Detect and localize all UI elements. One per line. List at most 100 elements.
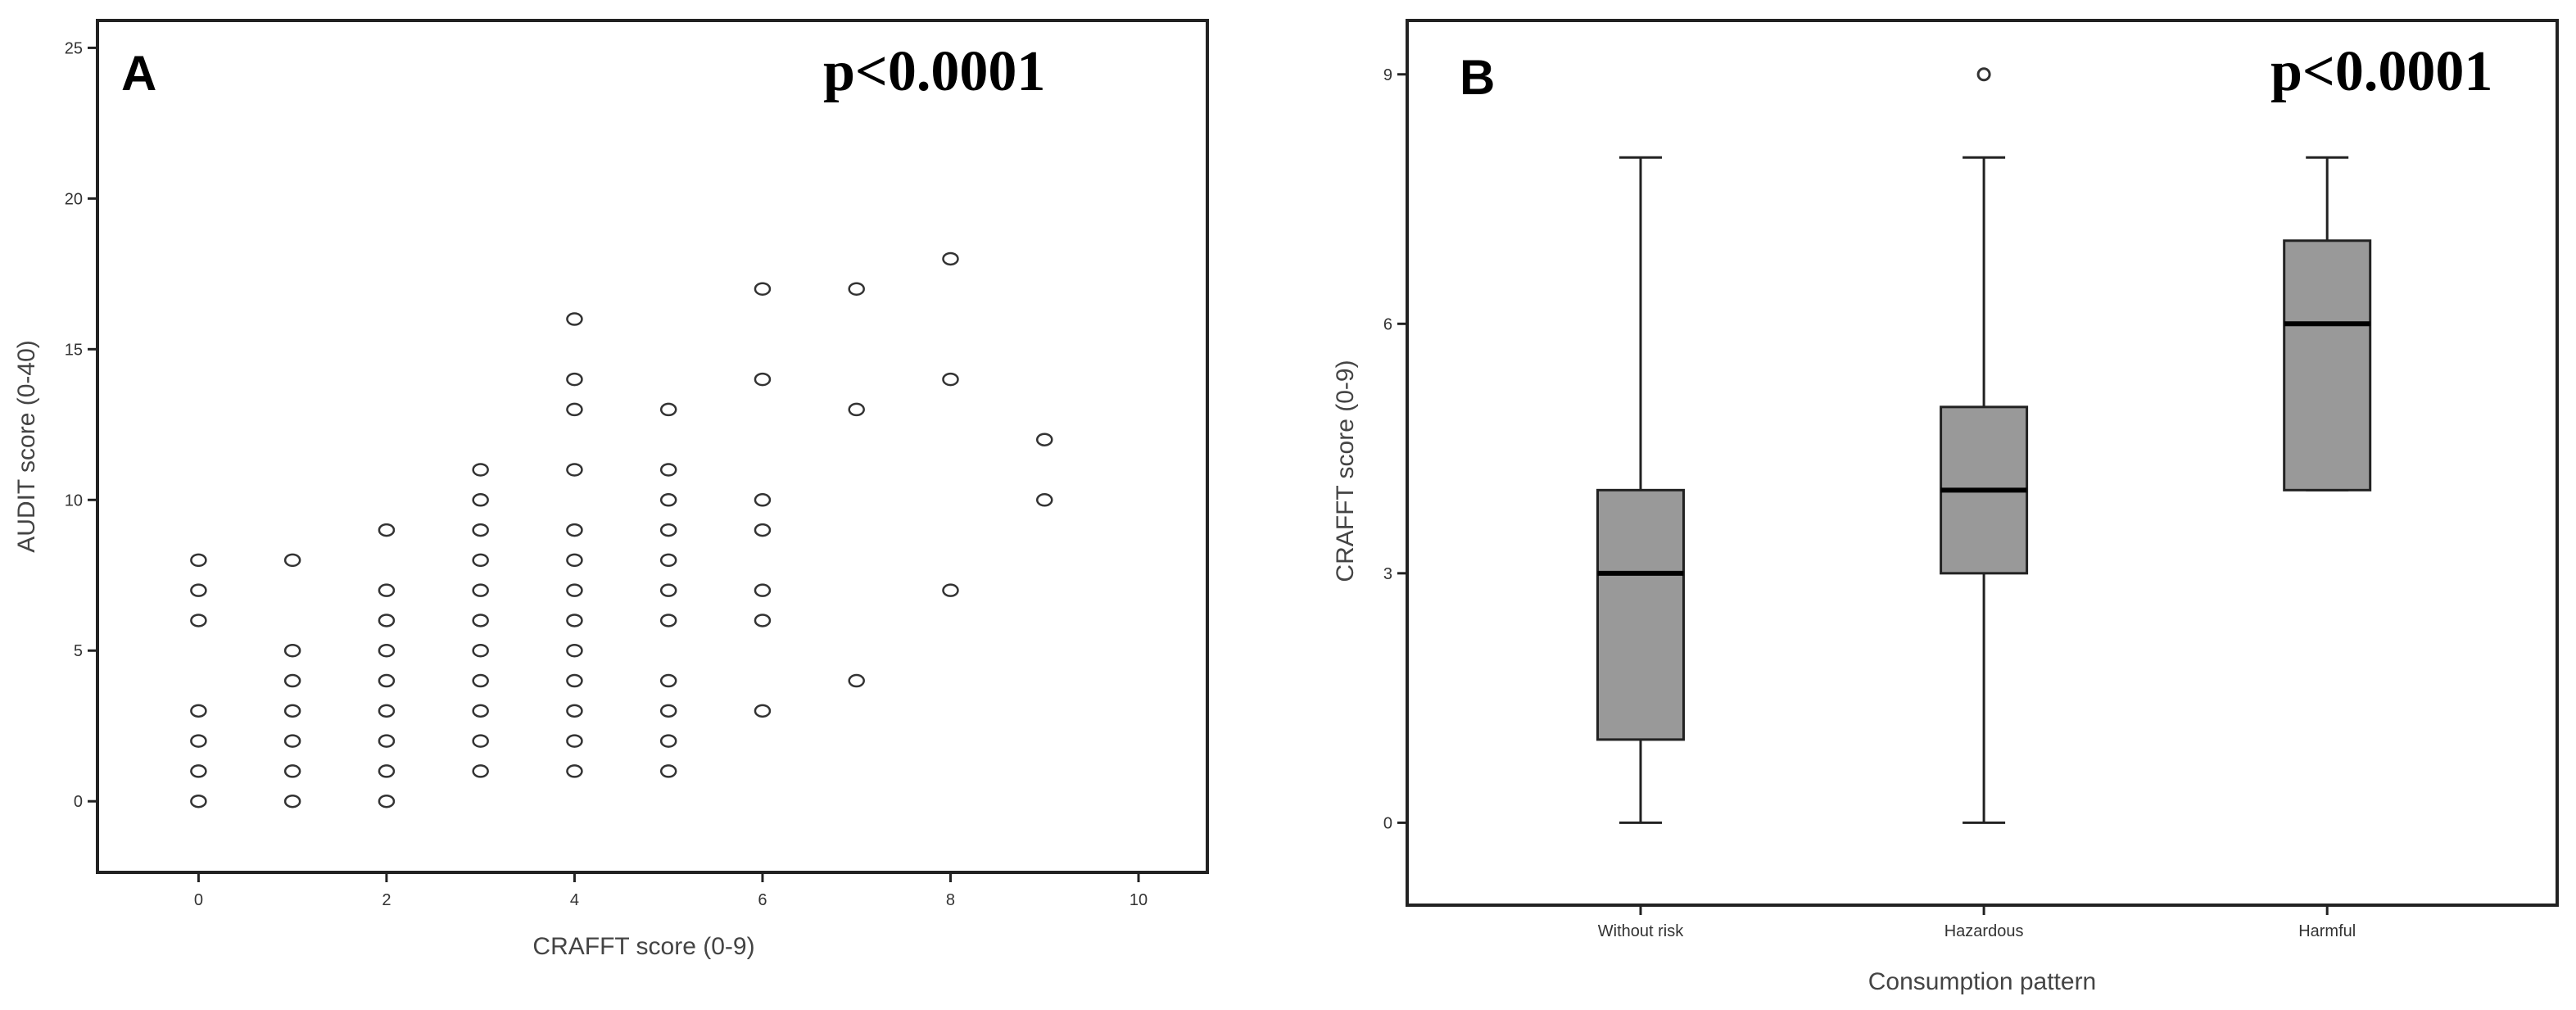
scatter-point (942, 583, 959, 597)
scatter-point (472, 583, 489, 597)
scatter-point (1035, 493, 1053, 507)
scatter-point (378, 523, 396, 537)
scatter-point (659, 764, 677, 778)
scatter-point (566, 523, 583, 537)
scatter-point (566, 734, 583, 748)
scatter-point (283, 764, 301, 778)
scatter-point (942, 372, 959, 387)
x-tick-label-a: 0 (194, 891, 203, 909)
scatter-point (472, 764, 489, 778)
scatter-point (942, 251, 959, 266)
scatter-point (566, 614, 583, 627)
category-label: Without risk (1598, 922, 1684, 940)
box-plots (1596, 67, 2372, 824)
scatter-point (472, 734, 489, 748)
scatter-point (754, 704, 772, 718)
y-tick-label-b: 3 (1383, 565, 1392, 583)
scatter-point (848, 282, 865, 296)
p-value-b: p<0.0001 (2270, 40, 2492, 103)
category-label: Hazardous (1944, 922, 2024, 940)
scatter-point (659, 583, 677, 597)
scatter-point (190, 704, 207, 718)
scatter-point (659, 614, 677, 627)
scatter-point (754, 614, 772, 627)
x-axis-label-b: Consumption pattern (1868, 968, 2097, 995)
y-tick-label-b: 6 (1383, 315, 1392, 333)
plot-frame-a (96, 19, 1209, 874)
scatter-point (283, 704, 301, 718)
scatter-point (472, 704, 489, 718)
scatter-point (566, 704, 583, 718)
scatter-point (566, 673, 583, 688)
scatter-point (472, 673, 489, 688)
scatter-point (378, 643, 396, 658)
scatter-point (190, 553, 207, 568)
scatter-point (566, 583, 583, 597)
scatter-point (190, 614, 207, 627)
scatter-point (190, 734, 207, 748)
scatter-point (472, 614, 489, 627)
x-tick-label-a: 8 (946, 891, 955, 909)
y-tick-label-a: 10 (65, 491, 83, 510)
scatter-point (659, 734, 677, 748)
scatter-point (283, 794, 301, 808)
y-tick-label-b: 9 (1383, 66, 1392, 84)
outlier-point (1976, 67, 1991, 82)
scatter-panel-a: A p<0.0001 0 2 4 6 8 10 0 5 10 15 20 25 CRAFFT scor… (13, 19, 1209, 960)
scatter-point (659, 463, 677, 477)
scatter-point (190, 764, 207, 778)
scatter-point (283, 553, 301, 568)
box-panel-b: B p<0.0001 0 3 6 9 Without risk Hazardous Harm… (1332, 19, 2559, 995)
iqr-box (2283, 239, 2372, 491)
scatter-point (472, 553, 489, 568)
y-tick-label-a: 5 (74, 642, 83, 660)
x-tick-label-a: 2 (382, 891, 391, 909)
scatter-point (848, 673, 865, 688)
scatter-point (378, 734, 396, 748)
category-label: Harmful (2298, 922, 2356, 940)
panel-label-a: A (121, 46, 156, 101)
scatter-point (566, 372, 583, 387)
iqr-box (1596, 488, 1685, 741)
scatter-point (659, 704, 677, 718)
scatter-point (472, 643, 489, 658)
x-tick-label-a: 6 (758, 891, 767, 909)
scatter-point (848, 402, 865, 417)
scatter-point (754, 583, 772, 597)
scatter-point (472, 523, 489, 537)
scatter-point (754, 372, 772, 387)
scatter-point (754, 493, 772, 507)
y-tick-label-a: 25 (65, 39, 83, 57)
plot-frame-b (1406, 19, 2559, 907)
axes-a: 0 2 4 6 8 10 0 5 10 15 20 25 (65, 39, 1148, 909)
scatter-point (659, 493, 677, 507)
x-axis-label-a: CRAFFT score (0-9) (532, 933, 754, 960)
y-tick-label-a: 15 (65, 341, 83, 359)
box-plot-2 (2283, 156, 2372, 491)
scatter-point (378, 673, 396, 688)
axes-b: 0 3 6 9 Without risk Hazardous Harmful (1383, 66, 2356, 940)
x-tick-label-a: 4 (570, 891, 579, 909)
scatter-point (659, 673, 677, 688)
y-tick-label-b: 0 (1383, 814, 1392, 832)
scatter-point (566, 643, 583, 658)
scatter-point (659, 402, 677, 417)
box-plot-1 (1940, 67, 2029, 824)
scatter-point (472, 493, 489, 507)
scatter-point (472, 463, 489, 477)
scatter-point (283, 673, 301, 688)
scatter-point (283, 643, 301, 658)
box-plot-0 (1596, 156, 1685, 824)
scatter-point (566, 402, 583, 417)
scatter-point (378, 704, 396, 718)
scatter-point (190, 794, 207, 808)
scatter-point (566, 553, 583, 568)
y-axis-label-a: AUDIT score (0-40) (13, 340, 40, 553)
p-value-a: p<0.0001 (823, 40, 1045, 103)
scatter-point (566, 312, 583, 326)
y-axis-label-b: CRAFFT score (0-9) (1332, 360, 1359, 582)
scatter-point (190, 583, 207, 597)
y-tick-label-a: 0 (74, 793, 83, 811)
scatter-points (190, 251, 1053, 808)
